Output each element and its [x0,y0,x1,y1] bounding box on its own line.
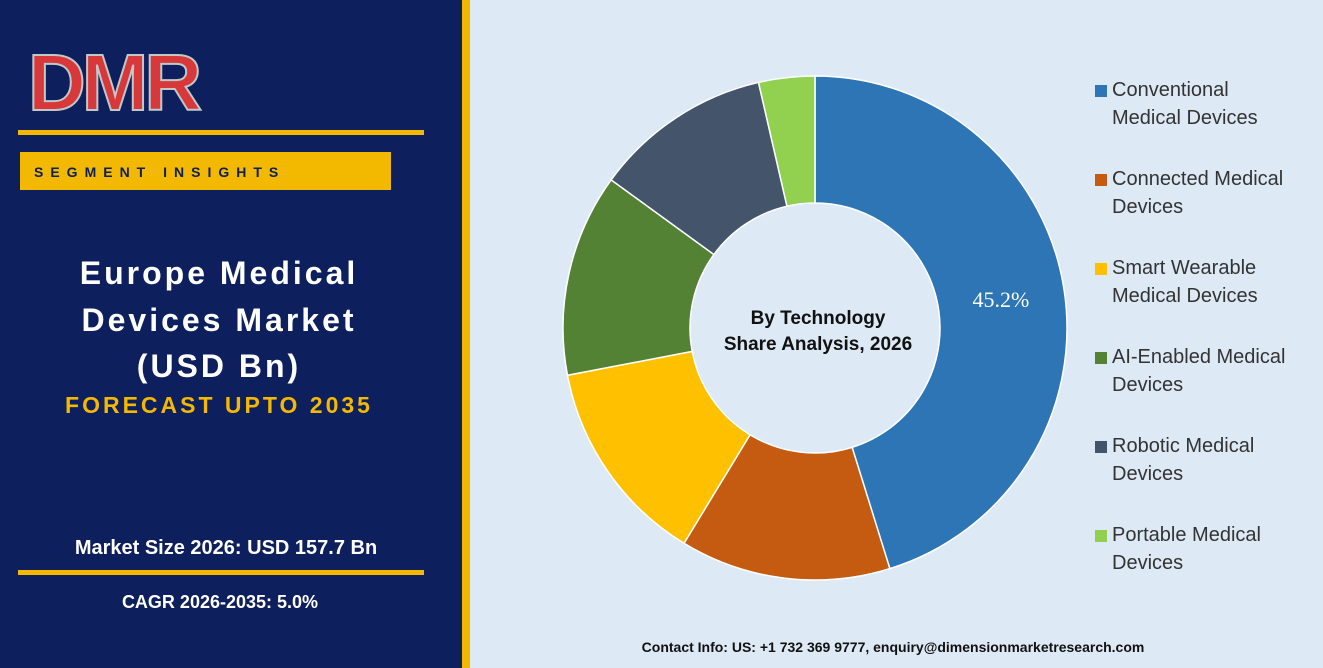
headline: (USD Bn) [137,348,301,384]
legend-label: Portable Medical Devices [1112,524,1261,574]
forecast: FORECAST UPTO 2035 [65,392,373,418]
legend-swatch [1095,85,1107,97]
rule [18,570,424,575]
legend-swatch [1095,174,1107,186]
value-label: 45.2% [972,287,1029,312]
legend-swatch [1095,352,1107,364]
left-panel [0,0,462,668]
legend-label: Connected Medical Devices [1112,168,1284,218]
legend-label: AI-Enabled Medical Devices [1112,346,1286,396]
slice [682,433,891,581]
legend-swatch [1095,441,1107,453]
legend-label: Robotic Medical Devices [1112,435,1255,485]
badge: SEGMENT INSIGHTS [34,164,285,180]
legend-label: Smart Wearable Medical Devices [1112,257,1258,307]
contact: Contact Info: US: +1 732 369 9777, enqui… [642,639,1145,655]
slice [757,75,816,208]
divider [462,0,470,668]
donut: 45.2% [562,75,1068,581]
legend-swatch [1095,263,1107,275]
badge-box [20,152,391,190]
market-size: Market Size 2026: USD 157.7 Bn [75,537,377,559]
headline: Europe Medical [80,255,359,291]
chart-title: Share Analysis, 2026 [724,334,912,355]
chart-title: By Technology [751,308,886,329]
legend-label: Conventional Medical Devices [1112,79,1258,129]
slice [814,75,1068,570]
rule [18,130,424,135]
slice [562,178,715,377]
headline: Devices Market [81,302,356,338]
legend-swatch [1095,530,1107,542]
cagr: CAGR 2026-2035: 5.0% [122,592,318,612]
logo: DMR [28,38,201,127]
